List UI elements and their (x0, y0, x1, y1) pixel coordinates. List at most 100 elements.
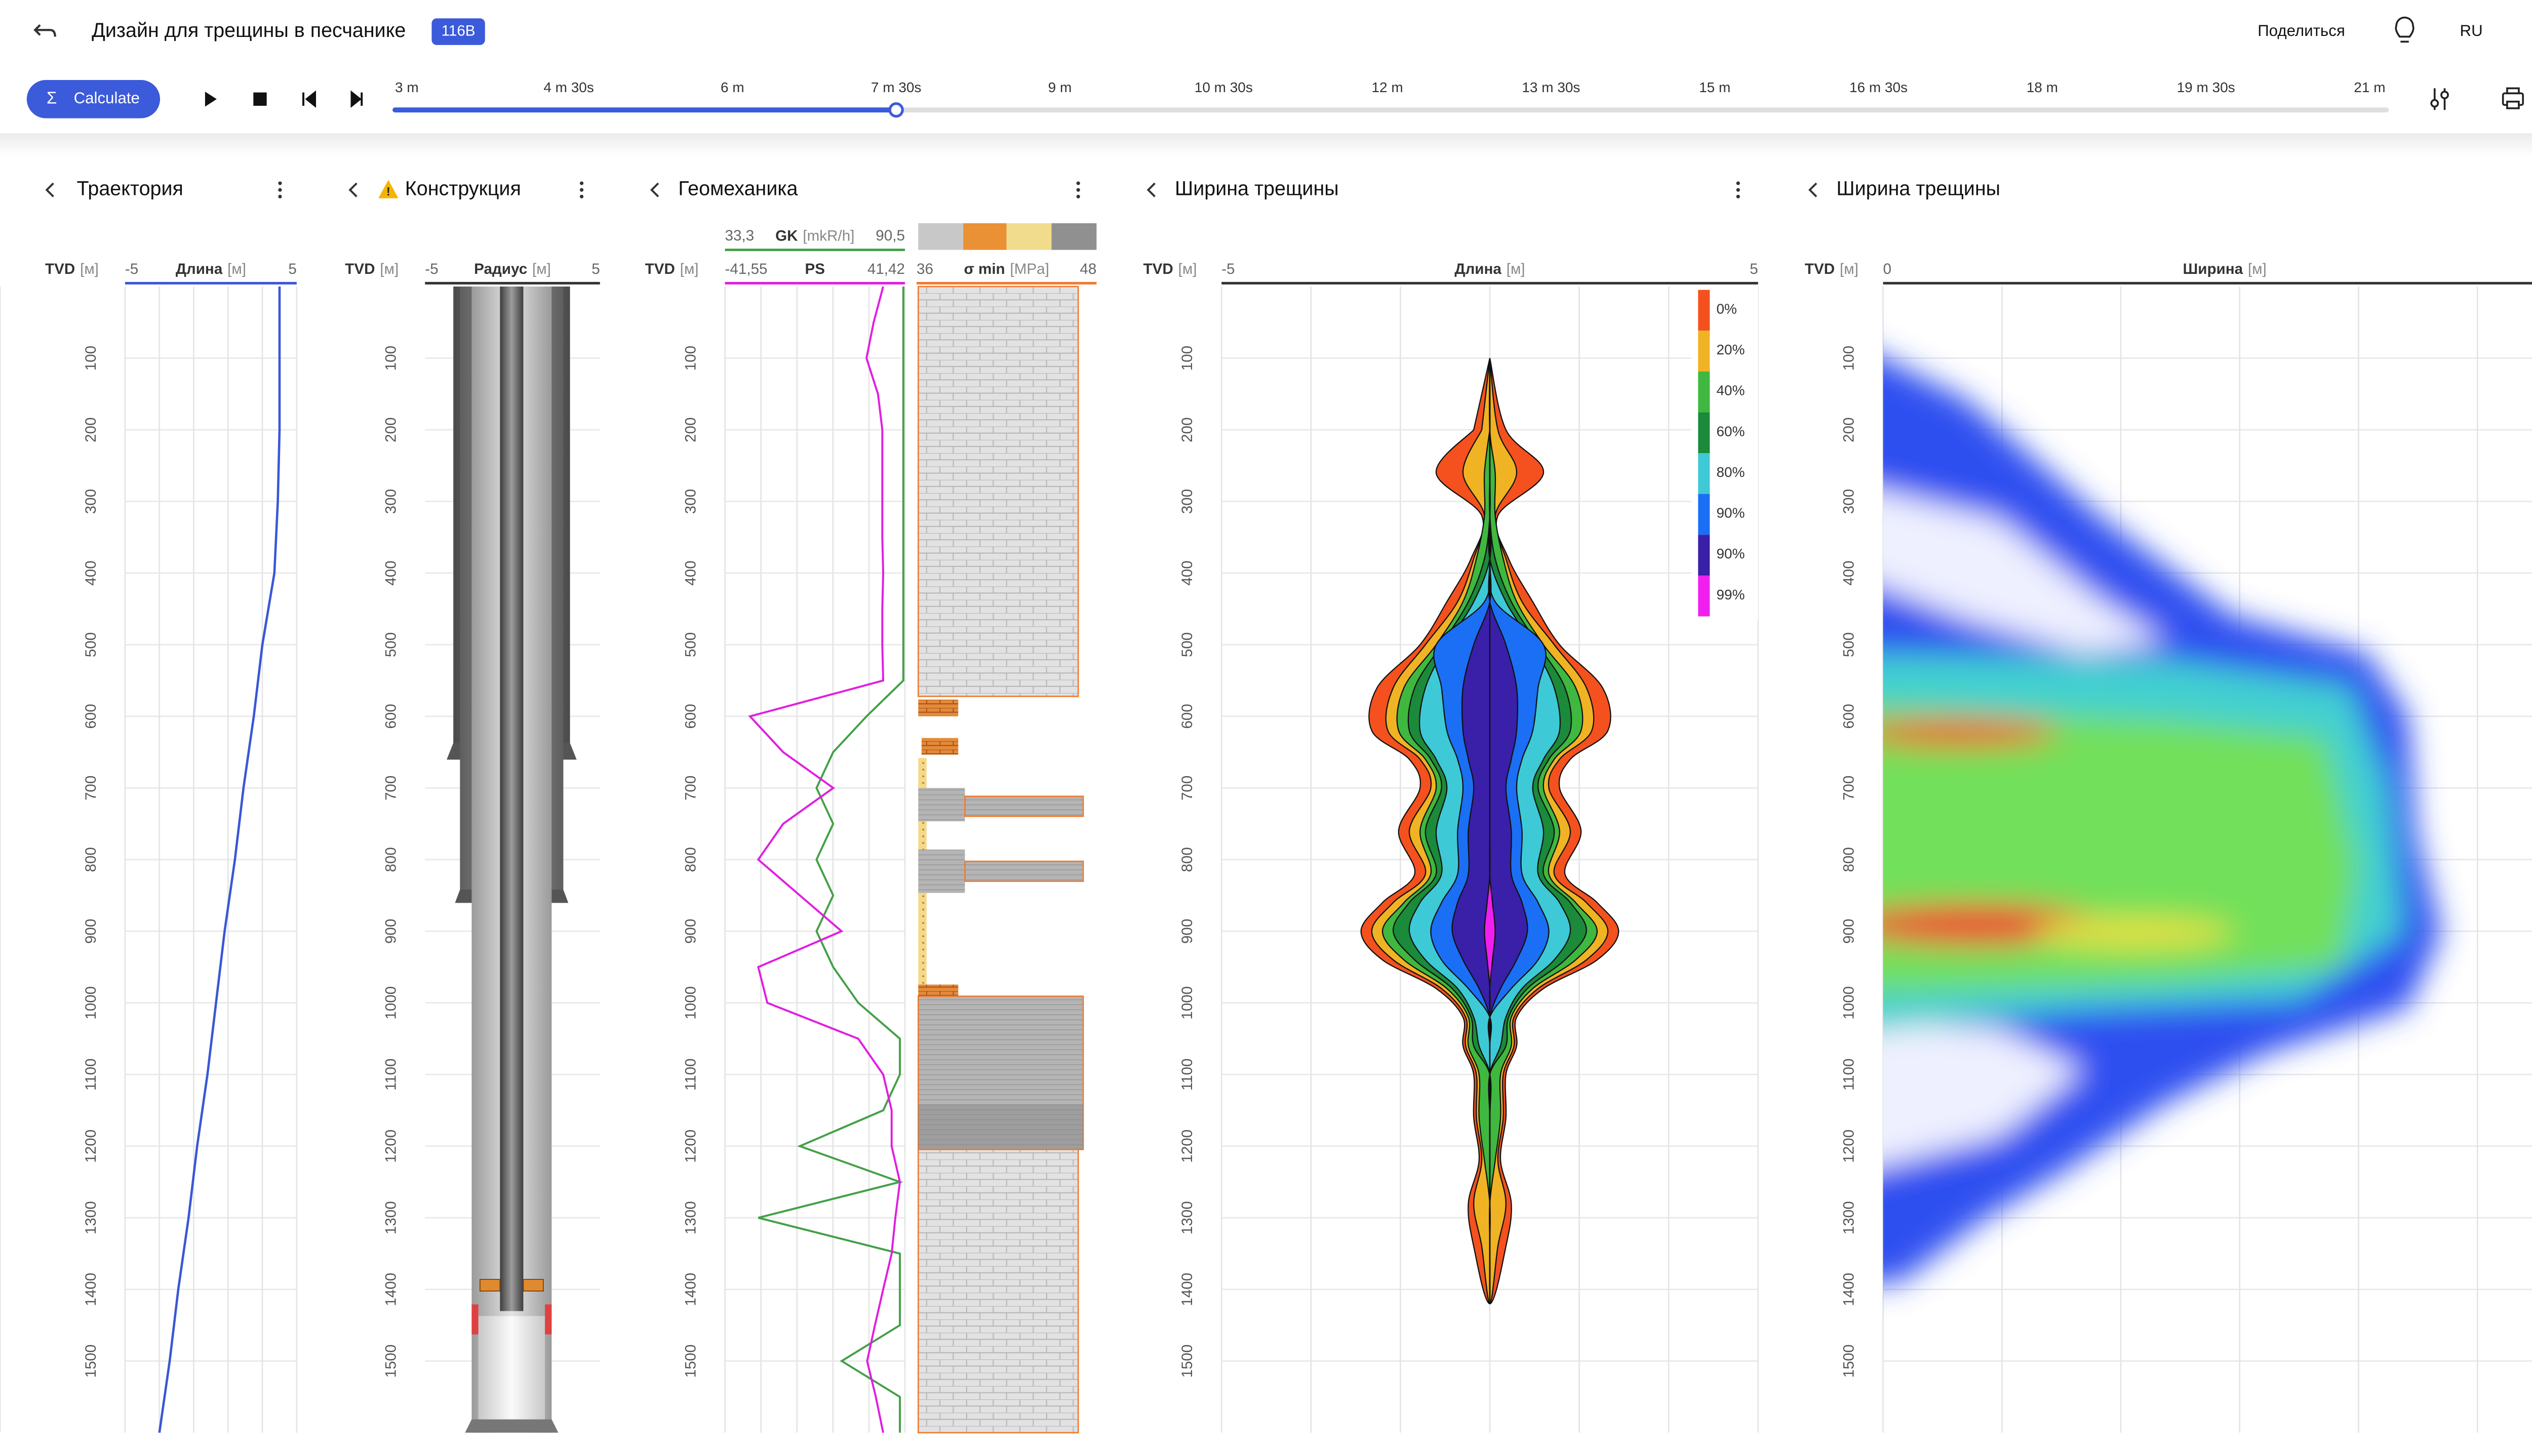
menu-dot[interactable] (278, 194, 282, 198)
menu-dot[interactable] (1736, 194, 1740, 198)
depth-axis-name: TVD (345, 261, 375, 277)
back-button[interactable] (33, 24, 56, 37)
axis-tick-label: 36 (917, 261, 933, 277)
depth-axis-unit: [м] (380, 261, 399, 277)
depth-tick-label: 500 (683, 632, 699, 657)
panel-title: Геомеханика (678, 178, 798, 200)
legend-swatch (1698, 371, 1710, 413)
skip-forward-button[interactable] (350, 90, 363, 108)
timeline: 3 m 4 m 30s 6 m 7 m 30s 9 m 10 m 30s 12 m 13 m … (392, 79, 2386, 118)
open-hole (478, 1316, 545, 1420)
axis-label: σ min [MPa] (964, 261, 1049, 277)
depth-tick-label: 1300 (83, 1201, 99, 1235)
depth-tick-label: 500 (382, 632, 399, 657)
width-heatmap (1883, 358, 2441, 1283)
depth-tick-label: 800 (1179, 847, 1196, 872)
heatmap-field (1883, 358, 2441, 1283)
depth-tick-label: 1100 (1179, 1059, 1196, 1091)
depth-axis-unit: [м] (1840, 261, 1858, 277)
collapse-button[interactable] (1808, 182, 1817, 197)
casing-shoe (465, 1419, 559, 1433)
axis-tick-label: 0 (1883, 261, 1891, 277)
legend-label: 0% (1716, 301, 1736, 316)
depth-tick-label: 100 (83, 346, 99, 371)
axis-name: Радиус (474, 261, 527, 277)
menu-dot[interactable] (1076, 181, 1080, 185)
depth-tick-label: 700 (382, 776, 399, 800)
menu-dot[interactable] (1736, 181, 1740, 185)
shale-layer (964, 860, 1084, 882)
collapse-button[interactable] (650, 182, 659, 197)
axis-label: Ширина [м] (2183, 261, 2266, 277)
depth-tick-label: 900 (683, 919, 699, 944)
play-button[interactable] (205, 91, 217, 107)
menu-dot[interactable] (1736, 188, 1740, 192)
depth-tick-label: 700 (683, 776, 699, 800)
axis-tick-label: -5 (425, 261, 438, 277)
depth-tick-label: 1000 (1841, 986, 1857, 1020)
menu-dot[interactable] (579, 188, 584, 192)
legend-swatch (1698, 575, 1710, 617)
depth-axis-label: TVD [м] (45, 261, 99, 277)
depth-tick-label: 1100 (683, 1059, 699, 1091)
collapse-button[interactable] (348, 182, 358, 197)
print-icon[interactable] (2502, 87, 2524, 109)
axis-tick-label: 5 (1750, 261, 1758, 277)
calculate-label: Calculate (74, 89, 140, 107)
menu-dot[interactable] (579, 194, 584, 198)
axis-label: Радиус [м] (474, 261, 551, 277)
timeline-tick-label: 9 m (1048, 79, 1072, 95)
axis-label: GK [mkR/h] (775, 227, 854, 244)
menu-dot[interactable] (278, 181, 282, 185)
skip-back-button[interactable] (302, 90, 316, 108)
collapse-button[interactable] (1146, 182, 1156, 197)
timeline-tick-label: 12 m (1372, 79, 1403, 95)
depth-tick-label: 600 (1179, 704, 1196, 729)
depth-tick-label: 200 (1179, 417, 1196, 442)
hint-icon[interactable] (2395, 16, 2415, 43)
timeline-tick-label: 21 m (2354, 79, 2385, 95)
axis-unit: [м] (532, 261, 551, 277)
menu-dot[interactable] (278, 188, 282, 192)
menu-dot[interactable] (1076, 194, 1080, 198)
depth-axis-unit: [м] (80, 261, 99, 277)
depth-tick-label: 900 (1841, 919, 1857, 944)
depth-tick-label: 1300 (1841, 1201, 1857, 1235)
depth-axis-name: TVD (645, 261, 675, 277)
depth-tick-label: 1400 (683, 1273, 699, 1306)
packer (480, 1279, 501, 1292)
toolbar-shadow (0, 133, 2532, 157)
depth-tick-label: 700 (1179, 776, 1196, 800)
legend-label: 20% (1716, 342, 1745, 357)
language-switch[interactable]: RU (2460, 22, 2483, 39)
shale-layer (918, 788, 965, 822)
collapse-button[interactable] (45, 182, 54, 197)
depth-tick-label: 100 (1179, 346, 1196, 371)
depth-tick-label: 400 (83, 560, 99, 585)
heatmap-region (1883, 705, 2358, 992)
depth-tick-label: 400 (1841, 560, 1857, 585)
depth-tick-label: 1200 (1841, 1129, 1857, 1163)
depth-axis-label: TVD [м] (1805, 261, 1858, 277)
menu-dot[interactable] (1076, 188, 1080, 192)
settings-icon[interactable] (2430, 88, 2449, 110)
panel-title: Ширина трещины (1836, 178, 2000, 200)
timeline-handle[interactable] (888, 102, 904, 118)
depth-axis-unit: [м] (680, 261, 699, 277)
depth-tick-label: 1100 (83, 1059, 99, 1091)
stop-button[interactable] (253, 92, 267, 106)
depth-tick-label: 1100 (1841, 1059, 1857, 1091)
depth-tick-label: 800 (83, 847, 99, 872)
axis-name: PS (805, 261, 825, 277)
depth-tick-label: 800 (1841, 847, 1857, 872)
axis-tick-label: 41,42 (867, 261, 905, 277)
depth-tick-label: 200 (382, 417, 399, 442)
calculate-button[interactable] (26, 79, 161, 118)
depth-tick-label: 300 (382, 489, 399, 514)
share-button[interactable]: Поделиться (2258, 22, 2345, 39)
tubing (500, 286, 524, 1311)
depth-tick-label: 1000 (683, 986, 699, 1020)
legend-swatch (1698, 535, 1710, 576)
menu-dot[interactable] (579, 181, 584, 185)
perforation (545, 1304, 552, 1334)
